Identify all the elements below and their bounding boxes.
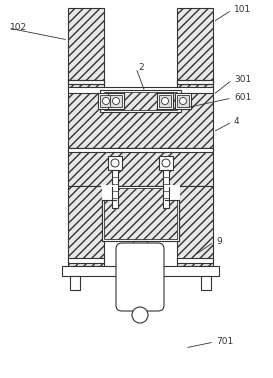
Circle shape — [112, 98, 120, 104]
Bar — [163, 170, 169, 208]
Bar — [133, 241, 147, 255]
Bar — [102, 186, 116, 200]
Text: 102: 102 — [10, 23, 27, 33]
Bar — [159, 95, 171, 107]
Bar — [62, 266, 219, 276]
Text: 601: 601 — [234, 93, 251, 102]
Bar — [68, 87, 213, 93]
Bar — [157, 93, 173, 109]
Bar — [177, 186, 213, 266]
Circle shape — [132, 307, 148, 323]
Bar — [110, 95, 122, 107]
Bar — [175, 93, 191, 109]
Bar — [201, 276, 211, 290]
Bar — [104, 188, 177, 239]
Text: 301: 301 — [234, 76, 251, 85]
Bar — [68, 80, 104, 84]
Bar — [108, 156, 122, 170]
Bar — [68, 8, 104, 88]
Bar — [98, 93, 114, 109]
Bar — [159, 156, 173, 170]
Text: 4: 4 — [234, 118, 240, 127]
Bar — [112, 170, 118, 208]
Bar — [177, 8, 213, 88]
Circle shape — [180, 98, 186, 104]
Text: 101: 101 — [234, 6, 251, 14]
Bar — [68, 148, 213, 186]
Bar — [68, 80, 104, 84]
Bar — [68, 148, 213, 152]
Circle shape — [102, 98, 109, 104]
Circle shape — [111, 159, 119, 167]
Text: 701: 701 — [216, 338, 233, 347]
Bar — [177, 258, 213, 263]
Text: 9: 9 — [216, 237, 222, 246]
Text: 2: 2 — [138, 64, 144, 73]
Bar — [68, 148, 213, 152]
Bar — [68, 258, 104, 263]
Bar — [165, 186, 179, 200]
Bar — [177, 80, 213, 84]
Bar — [177, 95, 189, 107]
Bar — [68, 87, 213, 93]
Bar — [68, 258, 104, 263]
Bar — [100, 95, 112, 107]
Bar — [177, 258, 213, 263]
Bar — [68, 186, 104, 266]
Bar — [108, 93, 124, 109]
Bar — [70, 276, 80, 290]
Circle shape — [162, 159, 170, 167]
Bar — [177, 80, 213, 84]
FancyBboxPatch shape — [116, 243, 164, 311]
Bar — [104, 92, 177, 110]
Bar — [68, 88, 213, 148]
Bar — [100, 90, 181, 112]
Bar — [102, 186, 179, 241]
Circle shape — [162, 98, 168, 104]
